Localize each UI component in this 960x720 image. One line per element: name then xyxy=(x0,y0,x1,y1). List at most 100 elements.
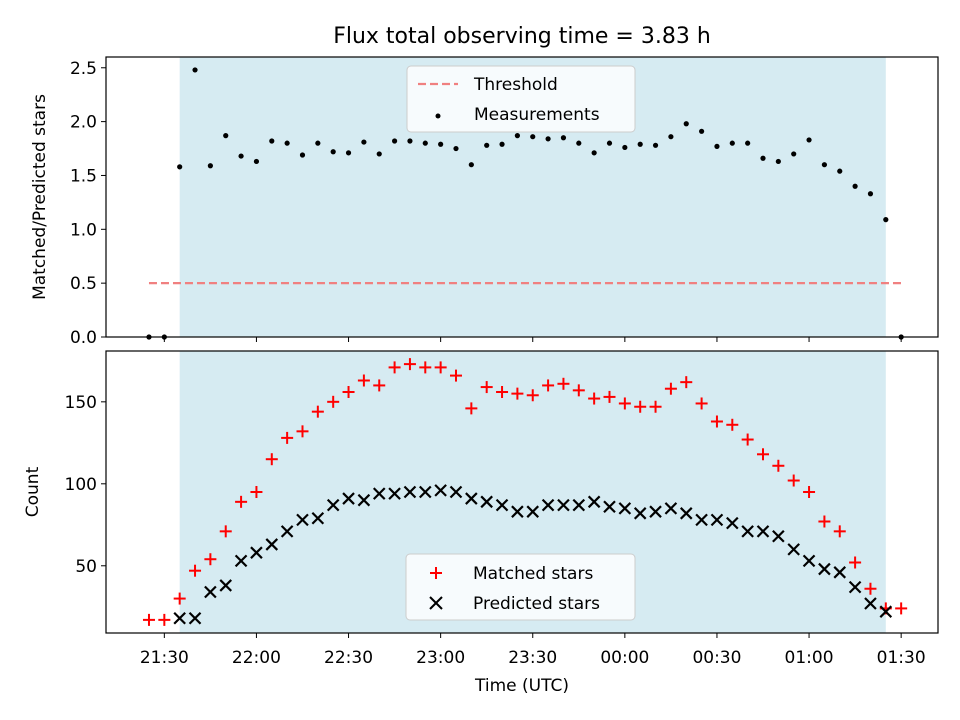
matched-star-point xyxy=(173,592,186,605)
matched-star-point xyxy=(787,474,800,487)
measurement-point xyxy=(207,163,213,169)
measurement-point xyxy=(315,140,321,146)
measurement-point xyxy=(438,141,444,147)
matched-star-point xyxy=(357,374,370,387)
predicted-star-point xyxy=(649,505,662,518)
predicted-star-point xyxy=(833,566,847,579)
predicted-star-point xyxy=(250,546,263,559)
measurement-point xyxy=(514,133,520,139)
matched-star-point xyxy=(342,385,355,398)
predicted-star-point xyxy=(495,498,509,512)
matched-star-point xyxy=(434,361,447,374)
matched-star-point xyxy=(818,515,831,528)
predicted-star-point xyxy=(741,525,754,538)
predicted-star-point xyxy=(633,507,647,520)
predicted-star-point xyxy=(587,495,601,509)
matched-star-point xyxy=(542,379,555,392)
measurement-point xyxy=(361,139,367,145)
measurement-point xyxy=(299,152,306,158)
measurement-point xyxy=(223,133,229,139)
matched-star-point xyxy=(772,459,785,472)
measurement-point xyxy=(253,158,260,165)
top-ylabel: Matched/Predicted stars xyxy=(30,94,50,300)
measurement-point xyxy=(745,140,751,146)
matched-star-point xyxy=(741,433,754,446)
matched-star-point xyxy=(603,390,616,403)
matched-star-point xyxy=(204,553,217,566)
measurement-point xyxy=(637,141,643,147)
measurement-point xyxy=(422,140,428,146)
measurement-point xyxy=(560,135,567,141)
top-ytick-label: 0.5 xyxy=(70,274,97,294)
predicted-star-point xyxy=(695,513,708,527)
matched-star-point xyxy=(526,389,539,402)
matched-star-point xyxy=(219,525,232,538)
measurement-point xyxy=(821,162,828,168)
matched-star-point xyxy=(864,582,877,595)
predicted-star-point xyxy=(311,511,325,525)
measurement-point xyxy=(391,138,398,144)
predicted-star-point xyxy=(204,585,217,599)
measurement-point xyxy=(345,150,352,156)
measurement-point xyxy=(775,158,781,165)
measurement-point xyxy=(806,137,812,143)
predicted-star-point xyxy=(419,485,432,499)
measurement-point xyxy=(606,140,613,146)
measurement-point xyxy=(683,121,689,127)
bottom-ytick-label: 100 xyxy=(65,475,97,495)
measurement-point xyxy=(453,145,459,152)
predicted-star-point xyxy=(480,495,493,509)
bottom-xtick-label: 23:00 xyxy=(416,648,465,668)
bottom-xtick-label: 21:30 xyxy=(140,648,189,668)
legend-matched-label: Matched stars xyxy=(473,564,593,584)
predicted-star-point xyxy=(603,500,616,514)
predicted-star-point xyxy=(465,492,478,505)
matched-star-point xyxy=(265,453,278,466)
matched-star-point xyxy=(311,405,324,418)
matched-star-point xyxy=(757,448,770,461)
matched-star-point xyxy=(403,358,416,371)
measurement-point xyxy=(530,134,536,140)
bottom-xtick-label: 22:30 xyxy=(324,648,373,668)
measurement-point xyxy=(668,134,674,140)
matched-star-point xyxy=(158,613,171,626)
predicted-star-point xyxy=(280,525,294,538)
matched-star-point xyxy=(588,392,601,405)
predicted-star-point xyxy=(664,502,678,515)
matched-star-point xyxy=(250,486,263,498)
top-legend: Threshold Measurements xyxy=(406,65,636,133)
matched-star-point xyxy=(281,431,294,444)
legend-predicted-swatch xyxy=(429,596,443,610)
predicted-star-point xyxy=(219,579,233,592)
measurement-point xyxy=(238,153,244,159)
predicted-star-point xyxy=(265,538,279,551)
measurement-point xyxy=(269,138,275,144)
legend-threshold-label: Threshold xyxy=(473,75,558,95)
measurement-point xyxy=(177,164,183,170)
matched-star-point xyxy=(296,425,309,438)
bottom-legend-box xyxy=(405,553,636,621)
measurement-point xyxy=(883,217,889,223)
predicted-star-point xyxy=(296,513,309,527)
measurement-point xyxy=(192,67,198,73)
measurement-point xyxy=(867,191,874,197)
predicted-star-point xyxy=(511,505,524,518)
predicted-star-point xyxy=(541,498,555,512)
top-ytick-label: 1.0 xyxy=(70,220,97,240)
predicted-star-point xyxy=(449,485,463,499)
matched-star-point xyxy=(634,400,647,413)
bottom-axes-frame xyxy=(105,350,939,634)
bottom-xlabel: Time (UTC) xyxy=(474,676,569,696)
measurement-point xyxy=(576,140,582,146)
matched-star-point xyxy=(496,385,509,398)
bottom-xtick-label: 22:00 xyxy=(232,648,281,668)
predicted-star-point xyxy=(372,487,386,500)
legend-measurements-label: Measurements xyxy=(474,105,600,125)
matched-star-point xyxy=(695,397,708,410)
bottom-panel: 50 100 150 21:30 22:00 22:30 23:00 23:30 00:00 00… xyxy=(23,350,939,696)
measurement-point xyxy=(284,140,290,146)
predicted-star-point xyxy=(710,513,724,527)
matched-star-point xyxy=(511,387,524,400)
predicted-star-point xyxy=(848,580,862,594)
